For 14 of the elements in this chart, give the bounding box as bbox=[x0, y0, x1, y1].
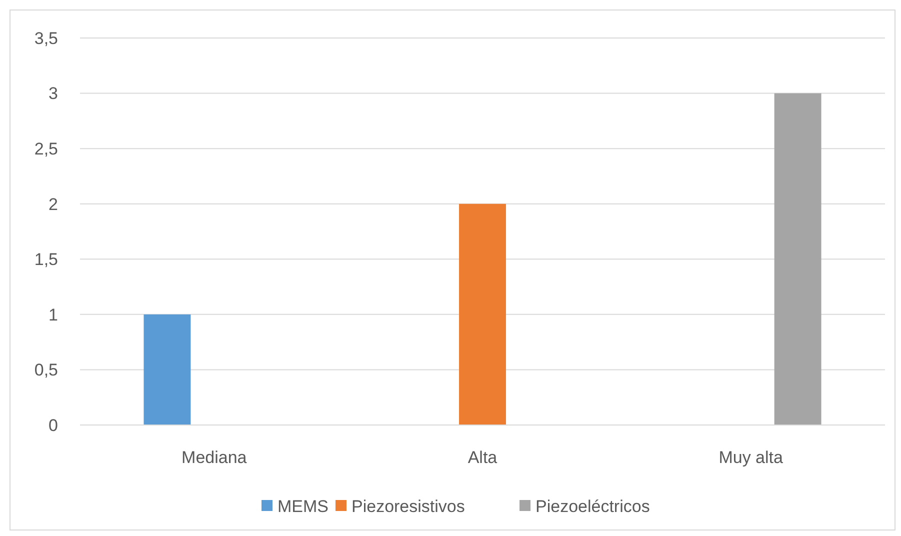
y-tick-label: 3 bbox=[48, 84, 58, 104]
x-tick-label: Mediana bbox=[182, 448, 248, 467]
x-tick-label: Muy alta bbox=[718, 448, 784, 467]
y-tick-label: 0 bbox=[48, 416, 58, 435]
y-tick-label: 0,5 bbox=[34, 360, 58, 380]
y-tick-label: 1 bbox=[48, 305, 58, 324]
y-tick-label: 2,5 bbox=[34, 140, 58, 159]
x-tick-label: Alta bbox=[468, 448, 498, 467]
y-tick-label: 1,5 bbox=[34, 250, 58, 270]
legend-label: Piezoresistivos bbox=[352, 496, 465, 516]
y-tick-label: 2 bbox=[48, 194, 58, 214]
legend-label: MEMS bbox=[278, 496, 328, 516]
legend-label: Piezoeléctricos bbox=[536, 496, 650, 516]
y-tick-label: 3,5 bbox=[34, 28, 58, 48]
